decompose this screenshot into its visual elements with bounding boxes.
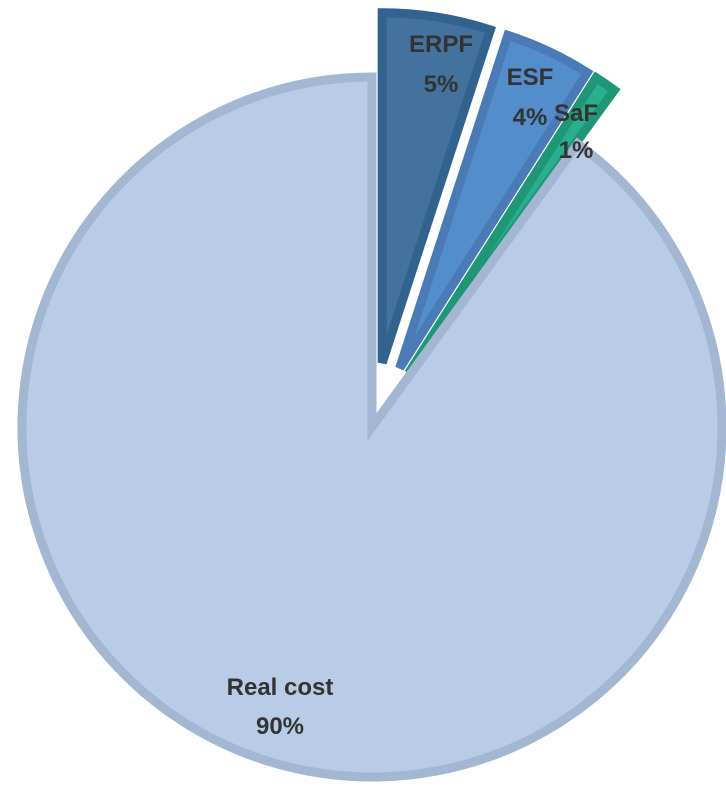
pie-slice-real-cost (17, 72, 726, 782)
slice-value-real-cost: 90% (256, 713, 304, 740)
slice-label-real-cost: Real cost (227, 674, 334, 701)
pie-slice-esf (395, 29, 594, 371)
slice-value-erpf: 5% (424, 71, 459, 98)
slice-label-esf: ESF (507, 64, 554, 91)
slice-value-esf: 4% (513, 104, 548, 131)
slice-value-saf: 1% (559, 137, 594, 164)
slice-label-saf: SaF (554, 100, 598, 127)
slice-label-erpf: ERPF (409, 31, 473, 58)
pie-slice-erpf (377, 8, 496, 365)
